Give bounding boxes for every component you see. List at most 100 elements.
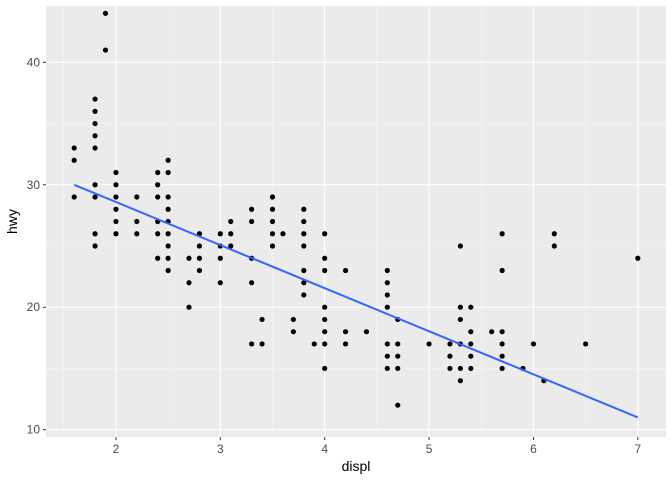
data-point: [457, 316, 463, 323]
data-point: [259, 316, 265, 323]
data-point: [134, 231, 140, 237]
data-point: [165, 206, 171, 212]
data-point: [322, 231, 328, 237]
data-point: [165, 194, 171, 200]
data-point: [92, 231, 98, 237]
data-point: [551, 231, 557, 237]
data-point: [322, 267, 328, 274]
data-point: [186, 304, 192, 310]
data-point: [92, 194, 98, 200]
data-point: [92, 108, 98, 114]
data-point: [363, 329, 370, 335]
data-point: [165, 243, 171, 249]
data-point: [457, 304, 463, 310]
data-point: [196, 243, 203, 249]
data-point: [249, 280, 255, 286]
data-point: [113, 194, 119, 200]
data-point: [92, 182, 98, 188]
x-tick-labels: 2 3 4 5 6 7: [113, 442, 642, 456]
data-point: [71, 194, 77, 200]
data-point: [249, 206, 255, 212]
data-point: [384, 341, 390, 347]
data-point: [269, 194, 276, 200]
data-point: [102, 10, 109, 16]
data-point: [102, 47, 109, 53]
data-point: [186, 280, 192, 286]
y-axis-title: hwy: [4, 209, 20, 234]
data-point: [92, 96, 98, 102]
data-point: [280, 231, 286, 237]
data-point: [322, 329, 328, 335]
data-point: [269, 243, 276, 249]
y-tick-label: 20: [27, 300, 41, 314]
data-point: [113, 218, 119, 225]
data-point: [186, 255, 192, 261]
data-point: [269, 206, 276, 212]
data-point: [269, 231, 276, 237]
data-point: [342, 267, 349, 274]
data-point: [249, 218, 255, 225]
data-point: [165, 255, 171, 261]
data-point: [165, 231, 171, 237]
x-axis-title: displ: [342, 458, 371, 474]
x-tick-label: 7: [634, 442, 641, 456]
data-point: [92, 243, 98, 249]
data-point: [468, 365, 474, 372]
data-point: [228, 218, 234, 225]
data-point: [322, 255, 328, 261]
data-point: [165, 169, 171, 176]
data-point: [290, 316, 296, 323]
data-point: [301, 218, 307, 225]
data-point: [322, 316, 328, 323]
data-point: [269, 218, 276, 225]
x-tick-label: 3: [217, 442, 224, 456]
data-point: [468, 353, 474, 359]
data-point: [384, 267, 390, 274]
data-point: [217, 255, 223, 261]
data-point: [196, 255, 203, 261]
data-point: [217, 231, 223, 237]
data-point: [342, 329, 349, 335]
data-point: [583, 341, 589, 347]
data-point: [395, 365, 401, 372]
data-point: [384, 365, 390, 372]
data-point: [301, 267, 307, 274]
data-point: [228, 231, 234, 237]
data-point: [384, 304, 390, 310]
plot-panel: [46, 6, 666, 437]
data-point: [113, 169, 119, 176]
data-point: [71, 145, 77, 151]
y-tick-label: 40: [27, 55, 41, 69]
x-tick-label: 5: [426, 442, 433, 456]
trend-line: [73, 183, 639, 419]
data-point: [155, 231, 161, 237]
data-point: [468, 329, 474, 335]
data-point: [290, 329, 296, 335]
data-point: [447, 341, 453, 347]
data-point: [457, 378, 463, 384]
data-point: [228, 243, 234, 249]
y-tick-label: 10: [27, 423, 41, 437]
data-point: [468, 341, 474, 347]
data-point: [113, 182, 119, 188]
data-point: [457, 243, 463, 249]
data-point: [551, 243, 557, 249]
data-point: [489, 329, 495, 335]
y-tick-label: 30: [27, 178, 41, 192]
data-point: [322, 365, 328, 372]
data-point: [92, 133, 98, 139]
data-point: [92, 120, 98, 127]
y-tick-labels: 10 20 30 40: [27, 55, 41, 436]
x-tick-label: 6: [530, 442, 537, 456]
data-point: [635, 255, 641, 261]
data-point: [499, 267, 505, 274]
data-point: [155, 255, 161, 261]
data-point: [384, 292, 390, 298]
data-point: [499, 365, 505, 372]
data-point: [499, 231, 505, 237]
data-point: [395, 353, 401, 359]
data-point: [301, 206, 307, 212]
data-point: [342, 341, 349, 347]
data-point: [301, 280, 307, 286]
